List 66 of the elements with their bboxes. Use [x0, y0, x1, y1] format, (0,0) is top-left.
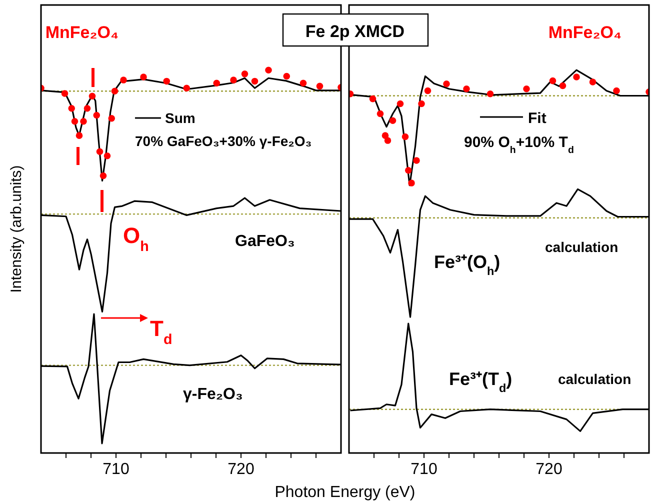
x-tick-label: 710: [410, 461, 438, 478]
point: [486, 90, 494, 98]
annotation: T$_{d}$: [150, 316, 172, 348]
point: [61, 90, 68, 97]
point: [71, 118, 78, 125]
point: [559, 82, 566, 90]
point: [120, 76, 127, 84]
series-label: Fe³⁺(T$_{d}$): [449, 369, 512, 394]
point: [93, 112, 100, 119]
x-tick-label: 720: [536, 461, 562, 478]
point: [589, 78, 596, 86]
point: [424, 87, 432, 94]
point: [76, 132, 83, 139]
point: [613, 87, 620, 94]
point: [443, 80, 450, 88]
point: [111, 88, 118, 95]
point: [265, 66, 272, 74]
point: [549, 77, 556, 84]
series-label: GaFeO₃: [235, 233, 295, 250]
legend-label: Fit: [528, 110, 546, 127]
annotation: O$_{h}$: [123, 223, 149, 255]
point: [230, 76, 237, 84]
annotation: 70% GaFeO₃+30% γ-Fe₂O₃: [135, 133, 312, 149]
point: [80, 118, 87, 125]
annotation: calculation: [545, 239, 618, 255]
legend-label: Sum: [165, 110, 196, 126]
point: [384, 137, 392, 144]
point: [369, 95, 376, 102]
point: [283, 72, 290, 80]
point: [88, 92, 96, 100]
point: [463, 85, 470, 92]
point: [404, 167, 412, 174]
point: [316, 82, 324, 90]
chart-title: Fe 2p XMCD: [305, 22, 405, 41]
point: [300, 80, 307, 86]
point: [100, 172, 107, 180]
series-label: γ-Fe₂O₃: [183, 386, 243, 403]
point: [68, 105, 76, 112]
text: MnFe₂O₄: [548, 23, 622, 42]
point: [96, 148, 104, 156]
annotation: calculation: [558, 371, 632, 387]
point: [163, 78, 170, 85]
point: [251, 78, 258, 85]
annotation: 90% O$_{h}$+10% T$_{d}$: [464, 134, 574, 156]
point: [396, 100, 404, 108]
point: [104, 152, 111, 160]
point: [140, 74, 147, 80]
point: [413, 157, 420, 164]
y-axis-title: Intensity (arb.units): [8, 165, 25, 293]
x-tick-label: 720: [228, 461, 254, 478]
point: [183, 84, 190, 92]
point: [389, 117, 396, 124]
point: [573, 74, 580, 80]
x-axis-title: Photon Energy (eV): [274, 484, 416, 501]
text: MnFe₂O₄: [45, 23, 119, 42]
x-tick-label: 710: [102, 461, 130, 478]
point: [108, 114, 116, 122]
point: [523, 85, 530, 92]
point: [241, 70, 248, 78]
point: [84, 105, 91, 112]
point: [408, 180, 415, 186]
point: [213, 80, 220, 86]
point: [402, 133, 409, 140]
point: [418, 100, 425, 108]
point: [376, 110, 384, 118]
series-label: Fe³⁺(O$_{h}$): [434, 252, 500, 278]
